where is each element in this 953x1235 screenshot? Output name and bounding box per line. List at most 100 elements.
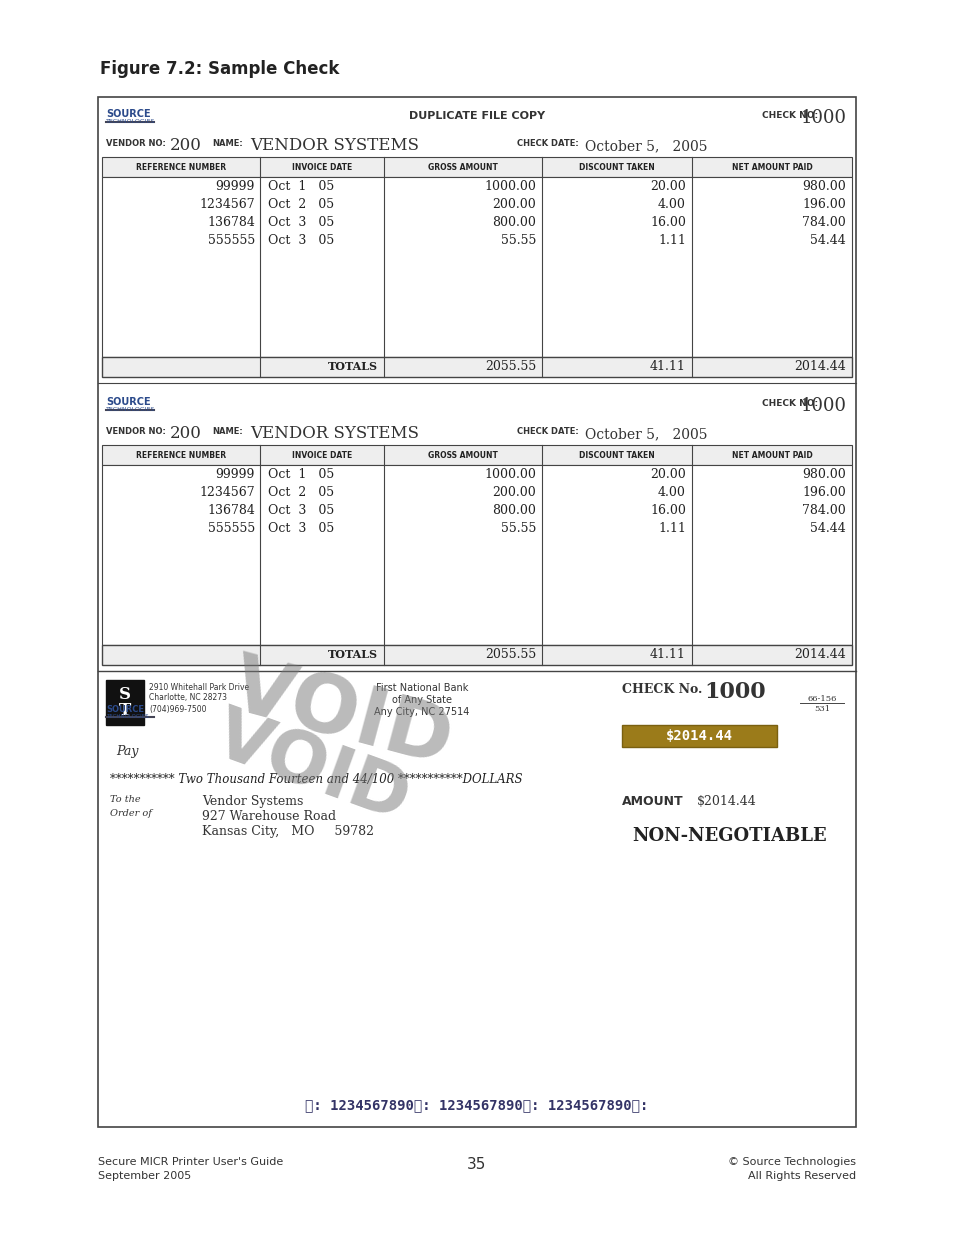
Text: VENDOR SYSTEMS: VENDOR SYSTEMS bbox=[250, 425, 418, 442]
Text: Figure 7.2: Sample Check: Figure 7.2: Sample Check bbox=[100, 61, 339, 78]
Text: NET AMOUNT PAID: NET AMOUNT PAID bbox=[731, 163, 812, 172]
Text: 1000.00: 1000.00 bbox=[483, 179, 536, 193]
Text: NET AMOUNT PAID: NET AMOUNT PAID bbox=[731, 451, 812, 459]
Text: REFERENCE NUMBER: REFERENCE NUMBER bbox=[135, 451, 226, 459]
Text: Oct  3   05: Oct 3 05 bbox=[268, 504, 334, 516]
Text: $2014.44: $2014.44 bbox=[697, 795, 756, 808]
Text: GROSS AMOUNT: GROSS AMOUNT bbox=[428, 163, 497, 172]
Text: 196.00: 196.00 bbox=[801, 198, 845, 210]
Text: 20.00: 20.00 bbox=[650, 468, 685, 480]
Bar bbox=[106, 680, 144, 725]
Text: 800.00: 800.00 bbox=[492, 215, 536, 228]
Text: VOID: VOID bbox=[222, 648, 460, 782]
Text: CHECK No.: CHECK No. bbox=[621, 683, 701, 697]
Text: CHECK NO:: CHECK NO: bbox=[761, 399, 818, 408]
Bar bbox=[98, 98, 855, 1128]
Text: NAME:: NAME: bbox=[212, 427, 242, 436]
Text: Pay: Pay bbox=[116, 745, 138, 758]
Text: 555555: 555555 bbox=[208, 233, 254, 247]
Text: 99999: 99999 bbox=[215, 468, 254, 480]
Text: 2055.55: 2055.55 bbox=[484, 648, 536, 662]
Text: 41.11: 41.11 bbox=[649, 361, 685, 373]
Text: of Any State: of Any State bbox=[392, 695, 452, 705]
Text: 20.00: 20.00 bbox=[650, 179, 685, 193]
Text: SOURCE: SOURCE bbox=[106, 109, 151, 119]
Text: Charlotte, NC 28273: Charlotte, NC 28273 bbox=[149, 693, 227, 701]
Bar bbox=[621, 725, 776, 747]
Text: VENDOR SYSTEMS: VENDOR SYSTEMS bbox=[250, 137, 418, 154]
Text: 200.00: 200.00 bbox=[492, 485, 536, 499]
Text: GROSS AMOUNT: GROSS AMOUNT bbox=[428, 451, 497, 459]
Bar bbox=[102, 466, 851, 645]
Text: 2910 Whitehall Park Drive: 2910 Whitehall Park Drive bbox=[149, 683, 249, 692]
Text: $2014.44: $2014.44 bbox=[665, 729, 732, 743]
Text: *********** Two Thousand Fourteen and 44/100 ***********DOLLARS: *********** Two Thousand Fourteen and 44… bbox=[110, 773, 522, 785]
Text: CHECK DATE:: CHECK DATE: bbox=[517, 140, 578, 148]
Text: Oct  1   05: Oct 1 05 bbox=[268, 468, 334, 480]
Text: INVOICE DATE: INVOICE DATE bbox=[292, 451, 352, 459]
Text: 784.00: 784.00 bbox=[801, 504, 845, 516]
Text: 800.00: 800.00 bbox=[492, 504, 536, 516]
Text: 200.00: 200.00 bbox=[492, 198, 536, 210]
Text: SOURCE: SOURCE bbox=[106, 396, 151, 408]
Text: Oct  3   05: Oct 3 05 bbox=[268, 233, 334, 247]
Text: 41.11: 41.11 bbox=[649, 648, 685, 662]
Text: Order of: Order of bbox=[110, 809, 152, 818]
Text: TECHNOLOGIES: TECHNOLOGIES bbox=[106, 714, 149, 719]
Text: 136784: 136784 bbox=[207, 504, 254, 516]
Text: October 5,  2005: October 5, 2005 bbox=[661, 725, 768, 739]
Text: DATE: DATE bbox=[621, 725, 654, 735]
Text: Kansas City,   MO     59782: Kansas City, MO 59782 bbox=[202, 825, 374, 839]
Text: First National Bank: First National Bank bbox=[375, 683, 468, 693]
Text: VENDOR NO:: VENDOR NO: bbox=[106, 427, 166, 436]
Text: 2055.55: 2055.55 bbox=[484, 361, 536, 373]
Text: October 5,   2005: October 5, 2005 bbox=[584, 140, 707, 153]
Text: Oct  2   05: Oct 2 05 bbox=[268, 198, 334, 210]
Text: 980.00: 980.00 bbox=[801, 179, 845, 193]
Text: Oct  1   05: Oct 1 05 bbox=[268, 179, 334, 193]
Text: 927 Warehouse Road: 927 Warehouse Road bbox=[202, 810, 335, 823]
Text: 99999: 99999 bbox=[215, 179, 254, 193]
Text: 35: 35 bbox=[467, 1157, 486, 1172]
Text: DISCOUNT TAKEN: DISCOUNT TAKEN bbox=[578, 163, 654, 172]
Text: VENDOR NO:: VENDOR NO: bbox=[106, 140, 166, 148]
Text: 1000: 1000 bbox=[801, 396, 846, 415]
Text: 1000: 1000 bbox=[703, 680, 765, 703]
Text: VOID: VOID bbox=[205, 701, 418, 835]
Text: 136784: 136784 bbox=[207, 215, 254, 228]
Text: 196.00: 196.00 bbox=[801, 485, 845, 499]
Text: T: T bbox=[119, 703, 131, 719]
Text: 980.00: 980.00 bbox=[801, 468, 845, 480]
Bar bbox=[102, 357, 851, 377]
Text: TOTALS: TOTALS bbox=[328, 650, 377, 661]
Text: Oct  3   05: Oct 3 05 bbox=[268, 215, 334, 228]
Text: (704)969-7500: (704)969-7500 bbox=[149, 705, 206, 714]
Text: 1000: 1000 bbox=[801, 109, 846, 127]
Text: 16.00: 16.00 bbox=[649, 504, 685, 516]
Text: NON-NEGOTIABLE: NON-NEGOTIABLE bbox=[631, 827, 825, 845]
Text: Any City, NC 27514: Any City, NC 27514 bbox=[374, 706, 469, 718]
Text: 55.55: 55.55 bbox=[500, 233, 536, 247]
Text: NAME:: NAME: bbox=[212, 140, 242, 148]
Text: DISCOUNT TAKEN: DISCOUNT TAKEN bbox=[578, 451, 654, 459]
Text: 55.55: 55.55 bbox=[500, 521, 536, 535]
Text: AMOUNT: AMOUNT bbox=[621, 795, 683, 808]
Text: Secure MICR Printer User's Guide: Secure MICR Printer User's Guide bbox=[98, 1157, 283, 1167]
Text: CHECK DATE:: CHECK DATE: bbox=[517, 427, 578, 436]
Text: To the: To the bbox=[110, 795, 140, 804]
Text: 1234567: 1234567 bbox=[199, 485, 254, 499]
Text: 66-156: 66-156 bbox=[806, 695, 836, 703]
Text: TECHNOLOGIES: TECHNOLOGIES bbox=[106, 119, 155, 124]
Text: CHECK NO:: CHECK NO: bbox=[761, 111, 818, 120]
Text: SOURCE: SOURCE bbox=[106, 705, 144, 714]
Text: INVOICE DATE: INVOICE DATE bbox=[292, 163, 352, 172]
Text: September 2005: September 2005 bbox=[98, 1171, 191, 1181]
Text: DUPLICATE FILE COPY: DUPLICATE FILE COPY bbox=[409, 111, 544, 121]
Text: 200: 200 bbox=[170, 137, 202, 154]
Bar bbox=[102, 445, 851, 466]
Text: 784.00: 784.00 bbox=[801, 215, 845, 228]
Text: 1.11: 1.11 bbox=[658, 233, 685, 247]
Text: 1000.00: 1000.00 bbox=[483, 468, 536, 480]
Text: 555555: 555555 bbox=[208, 521, 254, 535]
Text: 54.44: 54.44 bbox=[809, 521, 845, 535]
